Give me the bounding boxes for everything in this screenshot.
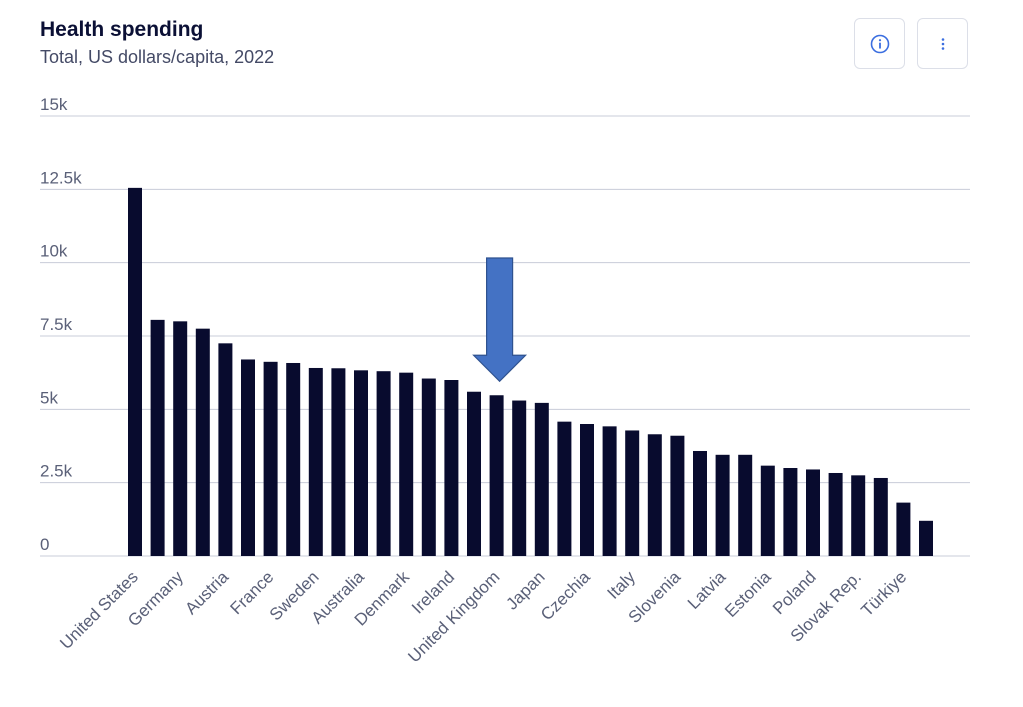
bar[interactable]: [376, 371, 391, 556]
bar[interactable]: [738, 454, 753, 556]
bar[interactable]: [828, 472, 843, 556]
info-button[interactable]: [854, 18, 905, 69]
bars: [128, 187, 933, 556]
bar[interactable]: [806, 469, 820, 556]
bar[interactable]: [128, 187, 142, 556]
bar[interactable]: [873, 477, 888, 556]
bar[interactable]: [512, 400, 527, 556]
x-tick-label: Türkiye: [857, 567, 910, 620]
bar[interactable]: [919, 520, 933, 556]
bar[interactable]: [286, 362, 301, 556]
bar[interactable]: [534, 402, 549, 556]
y-tick-label: 15k: [40, 95, 68, 114]
down-arrow-annotation: [472, 257, 528, 383]
x-tick-label: Czechia: [537, 567, 594, 624]
bar[interactable]: [218, 343, 233, 556]
bar[interactable]: [421, 378, 436, 556]
info-icon: [870, 34, 889, 53]
chart-header: Health spending Total, US dollars/capita…: [40, 16, 274, 70]
y-tick-label: 7.5k: [40, 315, 73, 334]
x-tick-label: Austria: [181, 567, 232, 618]
y-tick-label: 10k: [40, 242, 68, 261]
y-tick-label: 0: [40, 535, 49, 554]
bar[interactable]: [760, 465, 775, 556]
y-tick-label: 5k: [40, 388, 58, 407]
bar[interactable]: [308, 367, 323, 556]
bar[interactable]: [557, 421, 572, 556]
x-axis-labels: United StatesGermanyAustriaFranceSwedenA…: [56, 567, 910, 666]
bar[interactable]: [195, 328, 210, 556]
bar[interactable]: [173, 321, 188, 556]
bar[interactable]: [647, 434, 662, 556]
chart-title: Health spending: [40, 18, 204, 41]
x-tick-label: Italy: [604, 567, 640, 603]
more-options-button[interactable]: [917, 18, 968, 69]
bar[interactable]: [670, 435, 685, 556]
bar[interactable]: [399, 372, 414, 556]
bar[interactable]: [150, 319, 165, 556]
y-tick-label: 12.5k: [40, 168, 82, 187]
bar[interactable]: [241, 359, 255, 556]
y-axis-ticks: 0 2.5k 5k 7.5k 10k 12.5k 15k: [40, 95, 82, 554]
bar[interactable]: [331, 368, 346, 556]
bar[interactable]: [580, 424, 594, 556]
chart-subtitle: Total, US dollars/capita, 2022: [40, 47, 275, 67]
bar[interactable]: [467, 391, 481, 556]
bar[interactable]: [444, 380, 459, 556]
x-tick-label: Estonia: [721, 567, 775, 621]
bar[interactable]: [715, 454, 730, 556]
bar[interactable]: [851, 475, 866, 556]
bar[interactable]: [896, 502, 911, 556]
bar[interactable]: [489, 395, 504, 556]
bar[interactable]: [625, 430, 640, 556]
x-tick-label: United States: [56, 567, 142, 653]
bar[interactable]: [602, 426, 617, 556]
bar[interactable]: [354, 370, 368, 556]
annotation-layer: [472, 257, 528, 383]
bar[interactable]: [263, 361, 278, 556]
bar[interactable]: [693, 450, 707, 556]
bar[interactable]: [783, 468, 798, 556]
y-tick-label: 2.5k: [40, 462, 73, 481]
vertical-ellipsis-icon: [941, 37, 944, 50]
